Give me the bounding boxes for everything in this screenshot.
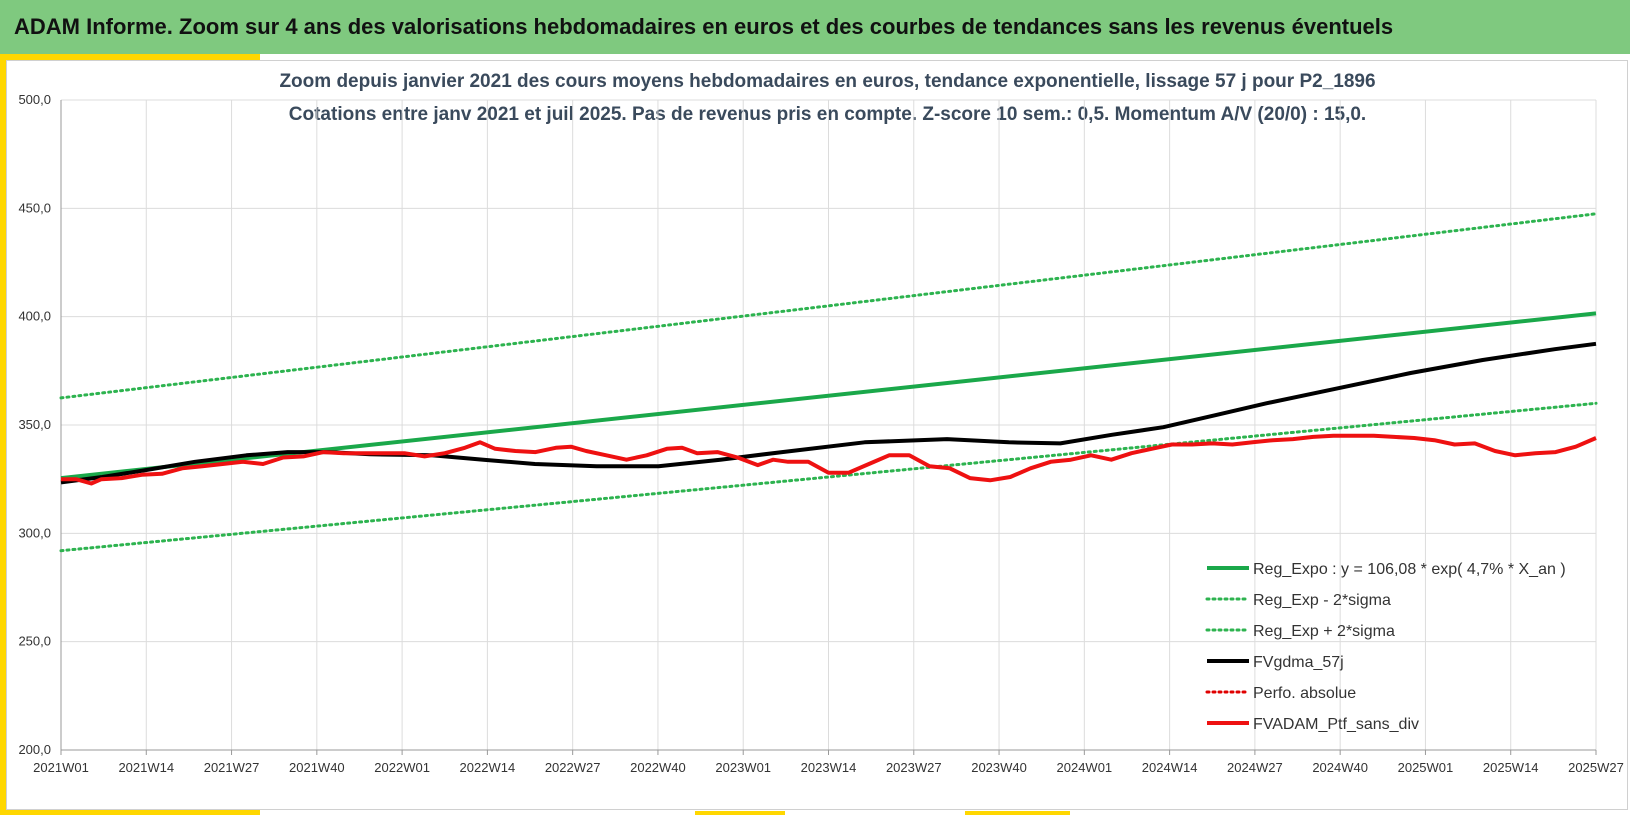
x-tick-label: 2022W40: [630, 760, 686, 775]
x-tick-label: 2021W27: [204, 760, 260, 775]
x-tick-label: 2023W01: [715, 760, 771, 775]
x-tick-label: 2023W27: [886, 760, 942, 775]
header-bar: ADAM Informe. Zoom sur 4 ans des valoris…: [0, 0, 1630, 54]
x-tick-label: 2021W40: [289, 760, 345, 775]
accent-stripe-left: [0, 54, 6, 815]
x-tick-label: 2023W14: [801, 760, 857, 775]
series-line-3: [60, 341, 1597, 485]
chart-title: Zoom depuis janvier 2021 des cours moyen…: [279, 71, 1376, 92]
y-tick-label: 250,0: [18, 634, 51, 649]
x-tick-label: 2021W14: [118, 760, 174, 775]
x-tick-label: 2021W01: [33, 760, 89, 775]
chart-subtitle: Cotations entre janv 2021 et juil 2025. …: [288, 104, 1367, 125]
x-tick-label: 2023W40: [971, 760, 1027, 775]
x-tick-label: 2024W14: [1142, 760, 1198, 775]
series-line-5: [61, 433, 1597, 486]
accent-stripe-bottom: [0, 809, 260, 815]
y-tick-label: 350,0: [18, 417, 51, 432]
y-tick-label: 500,0: [18, 92, 51, 107]
x-tick-label: 2025W14: [1483, 760, 1539, 775]
x-tick-label: 2022W14: [460, 760, 516, 775]
legend-label: Reg_Exp - 2*sigma: [1253, 592, 1391, 609]
chart-frame: [6, 60, 1628, 810]
legend-label: FVADAM_Ptf_sans_div: [1253, 716, 1419, 733]
y-tick-label: 400,0: [18, 309, 51, 324]
y-tick-label: 300,0: [18, 525, 51, 540]
accent-stripe-top: [0, 54, 260, 60]
x-tick-label: 2025W27: [1568, 760, 1624, 775]
y-tick-label: 200,0: [18, 742, 51, 757]
x-tick-label: 2025W01: [1398, 760, 1454, 775]
legend-label: Reg_Exp + 2*sigma: [1253, 623, 1395, 640]
x-tick-label: 2022W27: [545, 760, 601, 775]
series-line-2: [59, 212, 1598, 400]
legend-label: Reg_Expo : y = 106,08 * exp( 4,7% * X_an…: [1253, 561, 1566, 578]
x-tick-label: 2024W27: [1227, 760, 1283, 775]
legend-label: FVgdma_57j: [1253, 654, 1344, 671]
x-tick-label: 2022W01: [374, 760, 430, 775]
accent-stripe-bottom-3: [965, 811, 1070, 815]
y-tick-label: 450,0: [18, 200, 51, 215]
series-line-1: [59, 401, 1598, 553]
legend-label: Perfo. absolue: [1253, 685, 1356, 702]
x-tick-label: 2024W01: [1057, 760, 1113, 775]
x-tick-label: 2024W40: [1312, 760, 1368, 775]
header-title: ADAM Informe. Zoom sur 4 ans des valoris…: [14, 14, 1394, 39]
accent-stripe-bottom-2: [695, 811, 785, 815]
